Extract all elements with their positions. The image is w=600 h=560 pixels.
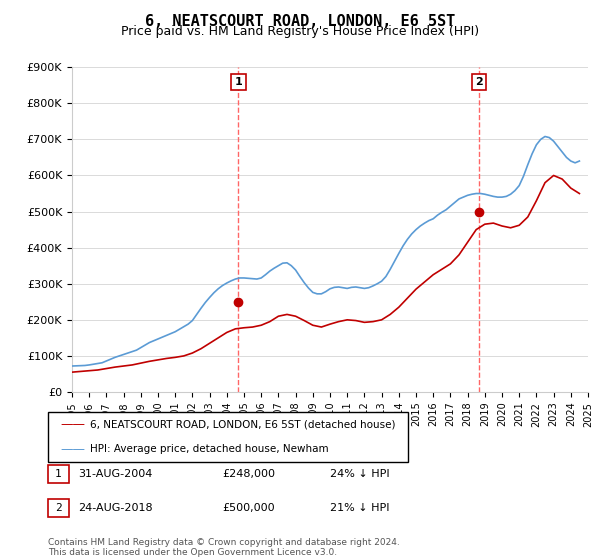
Text: £248,000: £248,000: [222, 469, 275, 479]
Text: 1: 1: [55, 469, 62, 479]
Text: 6, NEATSCOURT ROAD, LONDON, E6 5ST (detached house): 6, NEATSCOURT ROAD, LONDON, E6 5ST (deta…: [90, 419, 395, 429]
Text: Contains HM Land Registry data © Crown copyright and database right 2024.
This d: Contains HM Land Registry data © Crown c…: [48, 538, 400, 557]
Text: 24-AUG-2018: 24-AUG-2018: [78, 503, 152, 513]
Text: 21% ↓ HPI: 21% ↓ HPI: [330, 503, 389, 513]
Text: 1: 1: [235, 77, 242, 87]
Text: ——: ——: [60, 443, 85, 456]
Text: HPI: Average price, detached house, Newham: HPI: Average price, detached house, Newh…: [90, 445, 329, 454]
Text: 24% ↓ HPI: 24% ↓ HPI: [330, 469, 389, 479]
Text: Price paid vs. HM Land Registry's House Price Index (HPI): Price paid vs. HM Land Registry's House …: [121, 25, 479, 38]
Text: £500,000: £500,000: [222, 503, 275, 513]
Text: 2: 2: [55, 503, 62, 513]
Text: ——: ——: [60, 418, 85, 431]
Text: 6, NEATSCOURT ROAD, LONDON, E6 5ST: 6, NEATSCOURT ROAD, LONDON, E6 5ST: [145, 14, 455, 29]
Text: 2: 2: [475, 77, 483, 87]
Text: 31-AUG-2004: 31-AUG-2004: [78, 469, 152, 479]
